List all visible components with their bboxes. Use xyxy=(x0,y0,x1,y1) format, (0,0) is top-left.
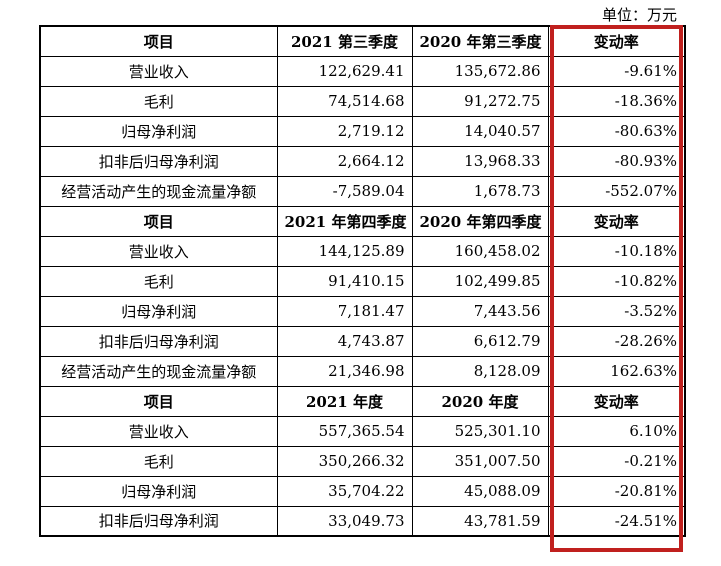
value-cell: 91,410.15 xyxy=(276,265,413,297)
change-rate-cell: -80.93% xyxy=(547,145,686,177)
row-label-cell: 扣非后归母净利润 xyxy=(39,505,278,537)
change-rate-cell: -20.81% xyxy=(547,475,686,507)
header-cell: 项目 xyxy=(39,205,278,237)
row-label-cell: 归母净利润 xyxy=(39,295,278,327)
section-header-row: 项目 2021 年度 2020 年度 变动率 xyxy=(39,385,686,417)
value-cell: 525,301.10 xyxy=(411,415,549,447)
change-rate-cell: -552.07% xyxy=(547,175,686,207)
row-label-cell: 经营活动产生的现金流量净额 xyxy=(39,175,278,207)
change-rate-cell: -24.51% xyxy=(547,505,686,537)
row-label-cell: 归母净利润 xyxy=(39,475,278,507)
header-cell: 2021 第三季度 xyxy=(276,25,413,57)
value-cell: 35,704.22 xyxy=(276,475,413,507)
header-cell: 变动率 xyxy=(547,205,686,237)
row-label-cell: 营业收入 xyxy=(39,415,278,447)
table-row: 归母净利润 35,704.22 45,088.09 -20.81% xyxy=(39,475,686,507)
table-row: 毛利 74,514.68 91,272.75 -18.36% xyxy=(39,85,686,117)
value-cell: 2,664.12 xyxy=(276,145,413,177)
change-rate-cell: -0.21% xyxy=(547,445,686,477)
table-row: 毛利 91,410.15 102,499.85 -10.82% xyxy=(39,265,686,297)
value-cell: 14,040.57 xyxy=(411,115,549,147)
value-cell: 2,719.12 xyxy=(276,115,413,147)
header-cell: 2020 年第四季度 xyxy=(411,205,549,237)
unit-label: 单位：万元 xyxy=(601,6,677,24)
header-cell: 项目 xyxy=(39,385,278,417)
section-header-row: 项目 2021 年第四季度 2020 年第四季度 变动率 xyxy=(39,205,686,237)
value-cell: 4,743.87 xyxy=(276,325,413,357)
financial-table: 项目 2021 第三季度 2020 年第三季度 变动率 营业收入 122,629.41 13… xyxy=(39,25,686,537)
value-cell: 1,678.73 xyxy=(411,175,549,207)
row-label-cell: 营业收入 xyxy=(39,235,278,267)
value-cell: 7,443.56 xyxy=(411,295,549,327)
row-label-cell: 经营活动产生的现金流量净额 xyxy=(39,355,278,387)
value-cell: 13,968.33 xyxy=(411,145,549,177)
value-cell: 74,514.68 xyxy=(276,85,413,117)
header-cell: 变动率 xyxy=(547,25,686,57)
change-rate-cell: -18.36% xyxy=(547,85,686,117)
value-cell: 6,612.79 xyxy=(411,325,549,357)
row-label-cell: 营业收入 xyxy=(39,55,278,87)
change-rate-cell: 162.63% xyxy=(547,355,686,387)
value-cell: 350,266.32 xyxy=(276,445,413,477)
value-cell: 557,365.54 xyxy=(276,415,413,447)
change-rate-cell: -10.18% xyxy=(547,235,686,267)
value-cell: 8,128.09 xyxy=(411,355,549,387)
financial-table-body: 项目 2021 第三季度 2020 年第三季度 变动率 营业收入 122,629.41 13… xyxy=(39,25,686,537)
value-cell: 33,049.73 xyxy=(276,505,413,537)
value-cell: 91,272.75 xyxy=(411,85,549,117)
table-row: 营业收入 122,629.41 135,672.86 -9.61% xyxy=(39,55,686,87)
row-label-cell: 毛利 xyxy=(39,445,278,477)
table-row: 营业收入 144,125.89 160,458.02 -10.18% xyxy=(39,235,686,267)
row-label-cell: 毛利 xyxy=(39,85,278,117)
table-row: 归母净利润 2,719.12 14,040.57 -80.63% xyxy=(39,115,686,147)
header-cell: 变动率 xyxy=(547,385,686,417)
row-label-cell: 归母净利润 xyxy=(39,115,278,147)
value-cell: 144,125.89 xyxy=(276,235,413,267)
value-cell: 135,672.86 xyxy=(411,55,549,87)
table-row: 扣非后归母净利润 2,664.12 13,968.33 -80.93% xyxy=(39,145,686,177)
row-label-cell: 毛利 xyxy=(39,265,278,297)
change-rate-cell: 6.10% xyxy=(547,415,686,447)
row-label-cell: 扣非后归母净利润 xyxy=(39,325,278,357)
change-rate-cell: -3.52% xyxy=(547,295,686,327)
header-cell: 2021 年第四季度 xyxy=(276,205,413,237)
value-cell: 7,181.47 xyxy=(276,295,413,327)
value-cell: 122,629.41 xyxy=(276,55,413,87)
value-cell: 160,458.02 xyxy=(411,235,549,267)
table-row: 经营活动产生的现金流量净额 -7,589.04 1,678.73 -552.07% xyxy=(39,175,686,207)
table-row: 扣非后归母净利润 4,743.87 6,612.79 -28.26% xyxy=(39,325,686,357)
change-rate-cell: -80.63% xyxy=(547,115,686,147)
table-row: 归母净利润 7,181.47 7,443.56 -3.52% xyxy=(39,295,686,327)
value-cell: 102,499.85 xyxy=(411,265,549,297)
value-cell: -7,589.04 xyxy=(276,175,413,207)
change-rate-cell: -28.26% xyxy=(547,325,686,357)
header-cell: 项目 xyxy=(39,25,278,57)
table-row: 经营活动产生的现金流量净额 21,346.98 8,128.09 162.63% xyxy=(39,355,686,387)
value-cell: 21,346.98 xyxy=(276,355,413,387)
change-rate-cell: -10.82% xyxy=(547,265,686,297)
value-cell: 351,007.50 xyxy=(411,445,549,477)
row-label-cell: 扣非后归母净利润 xyxy=(39,145,278,177)
table-row: 毛利 350,266.32 351,007.50 -0.21% xyxy=(39,445,686,477)
header-cell: 2020 年第三季度 xyxy=(411,25,549,57)
header-cell: 2020 年度 xyxy=(411,385,549,417)
change-rate-cell: -9.61% xyxy=(547,55,686,87)
table-row: 扣非后归母净利润 33,049.73 43,781.59 -24.51% xyxy=(39,505,686,537)
section-header-row: 项目 2021 第三季度 2020 年第三季度 变动率 xyxy=(39,25,686,57)
table-row: 营业收入 557,365.54 525,301.10 6.10% xyxy=(39,415,686,447)
header-cell: 2021 年度 xyxy=(276,385,413,417)
value-cell: 43,781.59 xyxy=(411,505,549,537)
value-cell: 45,088.09 xyxy=(411,475,549,507)
